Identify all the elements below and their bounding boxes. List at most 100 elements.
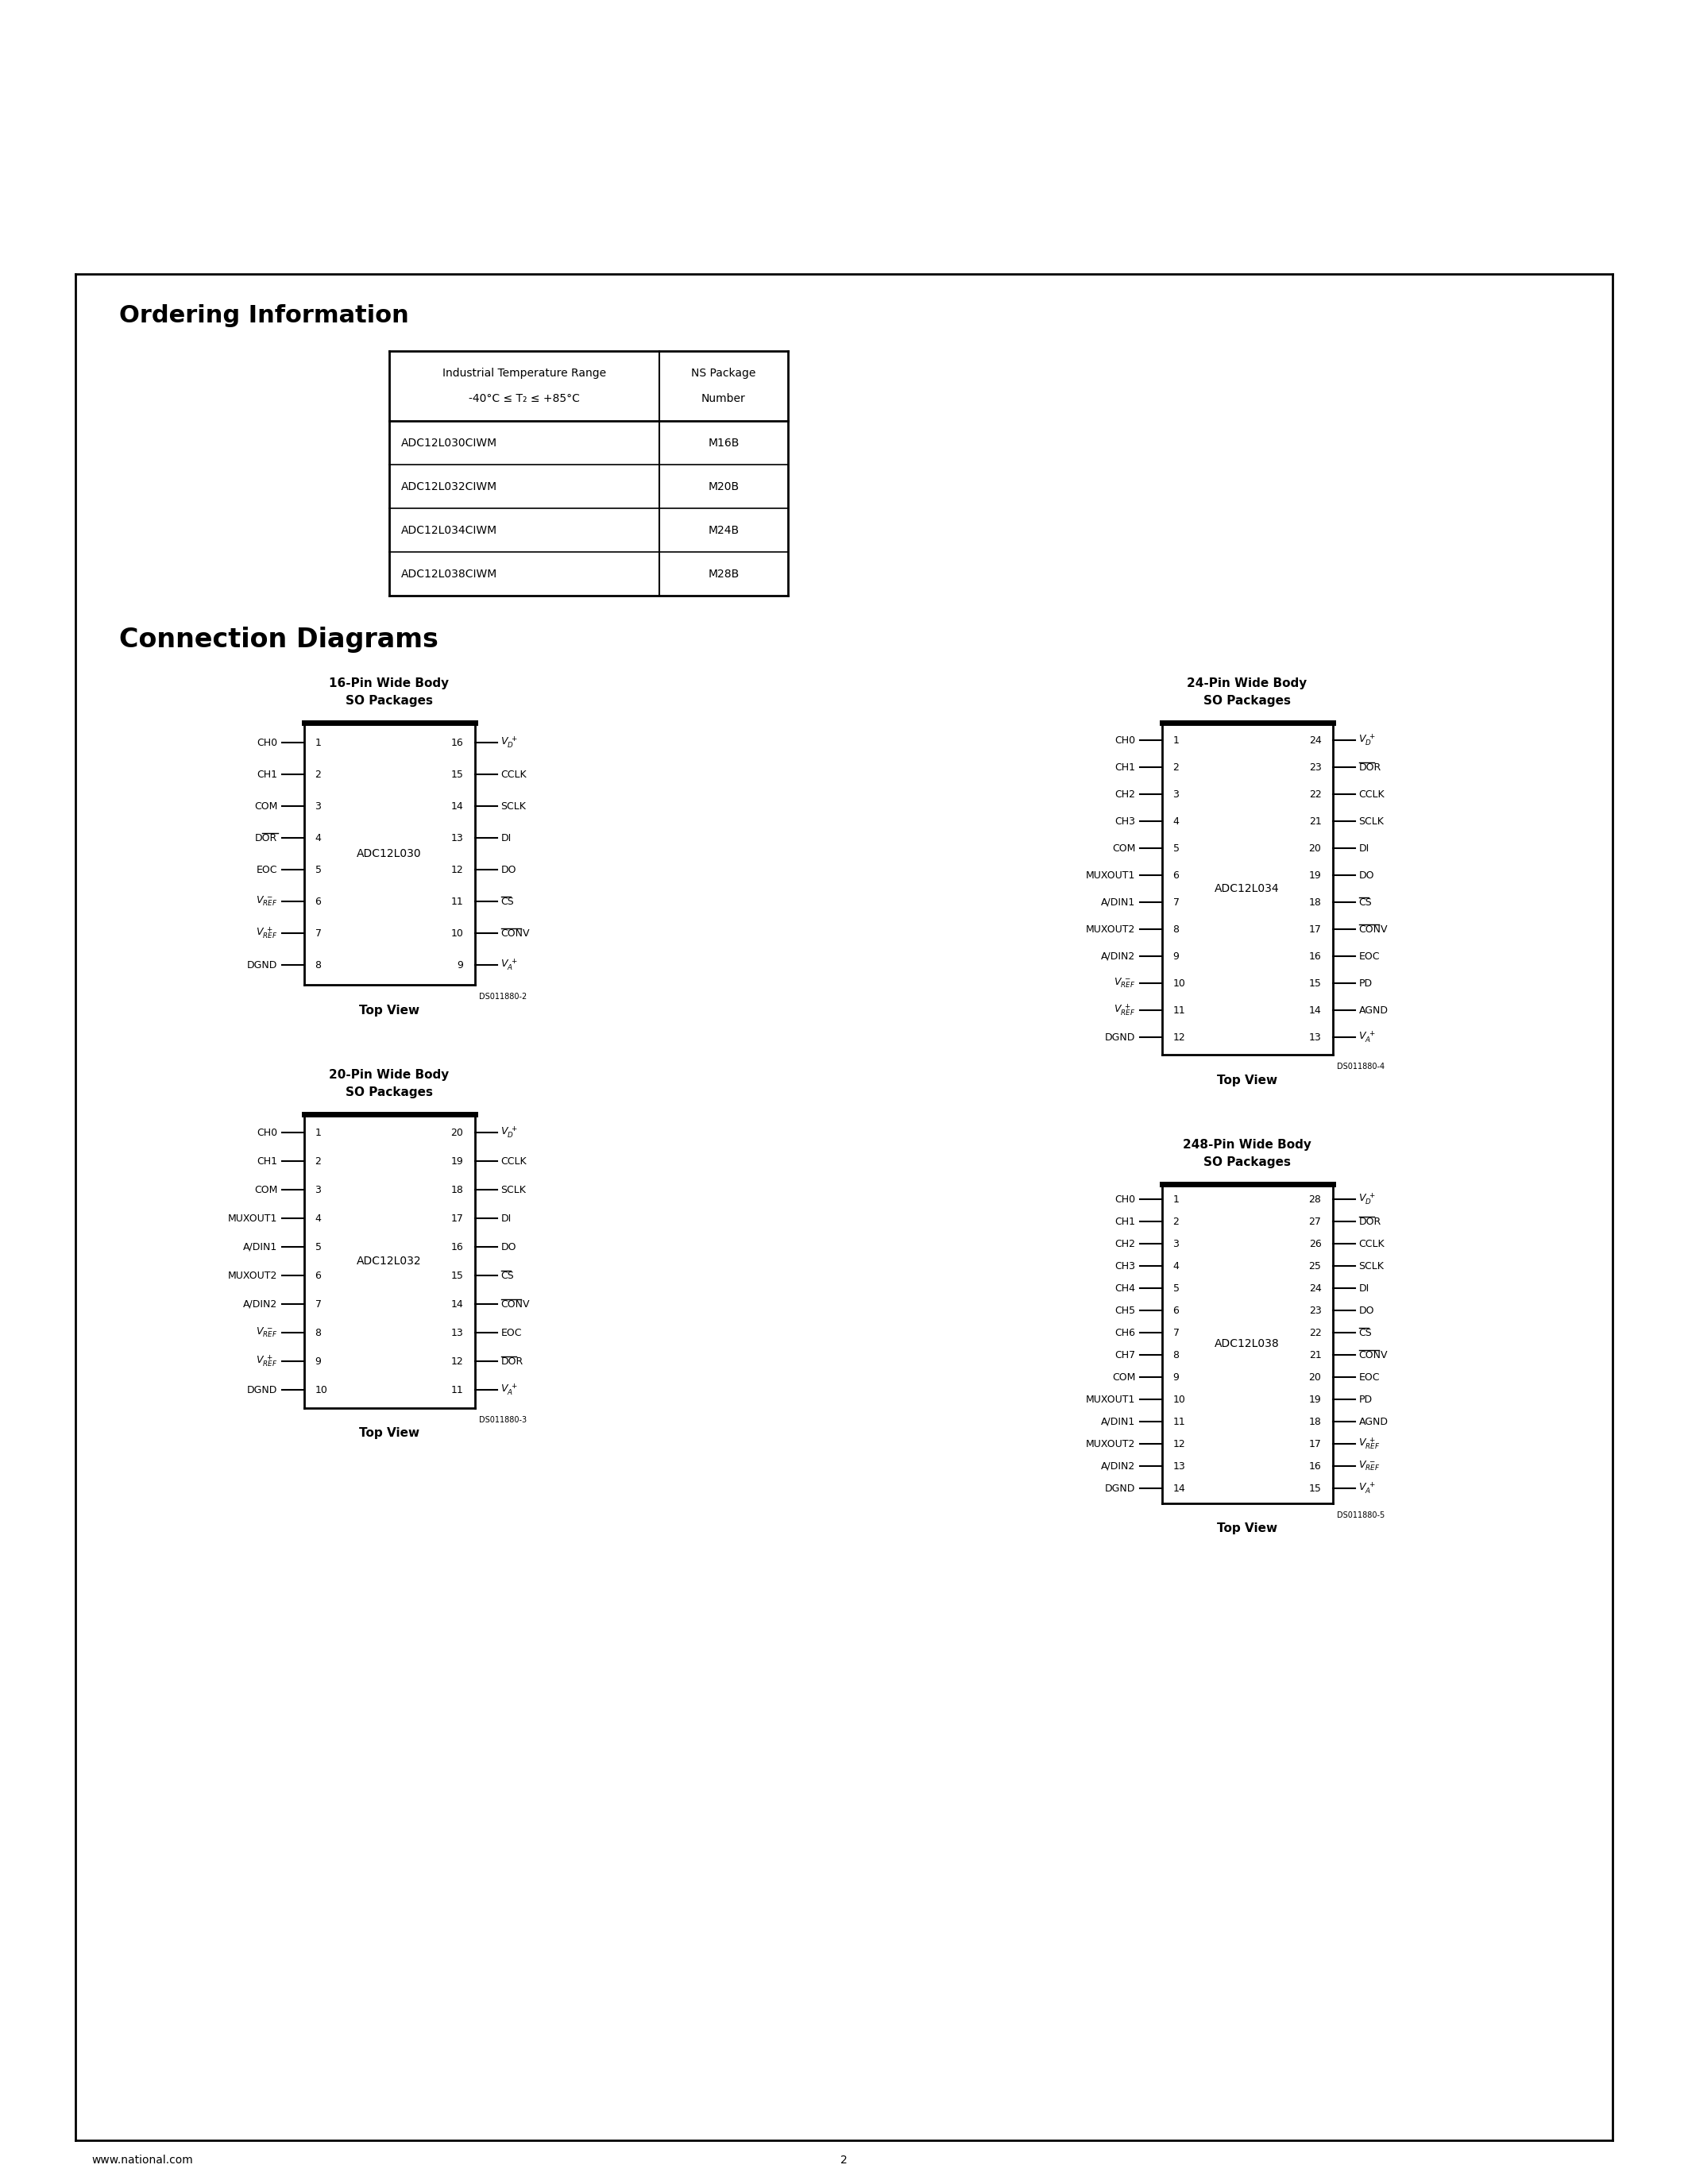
Text: CH1: CH1 (257, 1155, 277, 1166)
Text: COM: COM (1112, 1372, 1136, 1382)
Text: 10: 10 (1173, 978, 1185, 989)
Text: 6: 6 (316, 895, 321, 906)
Text: CONV: CONV (501, 1299, 530, 1308)
Text: SO Packages: SO Packages (1204, 1155, 1291, 1168)
Text: CH3: CH3 (1114, 1260, 1136, 1271)
Text: COM: COM (255, 802, 277, 810)
Text: 14: 14 (451, 1299, 464, 1308)
Text: 5: 5 (316, 1243, 321, 1251)
Text: SO Packages: SO Packages (346, 1085, 432, 1099)
Text: SCLK: SCLK (501, 1184, 527, 1195)
Text: DI: DI (501, 832, 511, 843)
Text: 2: 2 (1173, 762, 1180, 773)
Text: MUXOUT2: MUXOUT2 (1085, 924, 1136, 935)
Text: MUXOUT2: MUXOUT2 (228, 1271, 277, 1280)
Text: 16-Pin Wide Body: 16-Pin Wide Body (329, 677, 449, 688)
Text: 19: 19 (451, 1155, 464, 1166)
Text: DS011880-2: DS011880-2 (479, 994, 527, 1000)
Text: 13: 13 (1308, 1033, 1322, 1042)
Text: Ordering Information: Ordering Information (120, 304, 408, 328)
Text: 19: 19 (1308, 1393, 1322, 1404)
Text: 1: 1 (316, 738, 321, 747)
Text: DGND: DGND (246, 1385, 277, 1396)
Text: SO Packages: SO Packages (346, 695, 432, 705)
Text: 15: 15 (1308, 1483, 1322, 1494)
Text: 8: 8 (1173, 924, 1180, 935)
Text: CH0: CH0 (1114, 736, 1136, 745)
Text: 5: 5 (1173, 1282, 1180, 1293)
Text: 21: 21 (1308, 1350, 1322, 1361)
Text: DO: DO (1359, 869, 1374, 880)
Text: CH0: CH0 (1114, 1195, 1136, 1203)
Text: 11: 11 (1173, 1005, 1185, 1016)
Text: 6: 6 (316, 1271, 321, 1280)
Text: SCLK: SCLK (1359, 1260, 1384, 1271)
Text: 7: 7 (316, 928, 321, 939)
Text: 2: 2 (316, 769, 321, 780)
Text: DGND: DGND (1106, 1033, 1136, 1042)
Text: 10: 10 (1173, 1393, 1185, 1404)
Text: $V_D^{\ +}$: $V_D^{\ +}$ (1359, 732, 1376, 747)
Text: 7: 7 (1173, 1328, 1180, 1339)
Text: MUXOUT2: MUXOUT2 (1085, 1439, 1136, 1448)
Text: A/DIN1: A/DIN1 (243, 1243, 277, 1251)
Text: ADC12L034CIWM: ADC12L034CIWM (402, 524, 498, 535)
Text: $V_{REF}^{\ -}$: $V_{REF}^{\ -}$ (1114, 976, 1136, 989)
Text: CONV: CONV (501, 928, 530, 939)
Text: AGND: AGND (1359, 1005, 1388, 1016)
Text: 18: 18 (451, 1184, 464, 1195)
Text: Top View: Top View (360, 1005, 419, 1016)
Text: DO: DO (501, 1243, 517, 1251)
Text: CH7: CH7 (1114, 1350, 1136, 1361)
Text: 10: 10 (451, 928, 464, 939)
Text: 3: 3 (1173, 788, 1180, 799)
Text: 17: 17 (1308, 1439, 1322, 1448)
Text: 8: 8 (316, 1328, 321, 1339)
Text: Top View: Top View (1217, 1075, 1278, 1085)
Text: ADC12L038CIWM: ADC12L038CIWM (402, 568, 498, 579)
Text: 9: 9 (457, 959, 464, 970)
Text: CH5: CH5 (1114, 1306, 1136, 1315)
Text: 7: 7 (316, 1299, 321, 1308)
Text: 4: 4 (1173, 1260, 1180, 1271)
Text: EOC: EOC (501, 1328, 522, 1339)
Text: 21: 21 (1308, 817, 1322, 826)
Text: MUXOUT1: MUXOUT1 (228, 1212, 277, 1223)
Text: 4: 4 (1173, 817, 1180, 826)
Text: 248-Pin Wide Body: 248-Pin Wide Body (1183, 1138, 1312, 1151)
Text: 17: 17 (1308, 924, 1322, 935)
Text: 14: 14 (451, 802, 464, 810)
Text: 24: 24 (1308, 1282, 1322, 1293)
Text: 2: 2 (316, 1155, 321, 1166)
Text: PD: PD (1359, 978, 1372, 989)
Text: Connection Diagrams: Connection Diagrams (120, 627, 439, 653)
Text: CH1: CH1 (1114, 1216, 1136, 1227)
Text: DOR: DOR (501, 1356, 523, 1367)
Text: 6: 6 (1173, 1306, 1180, 1315)
Text: 28: 28 (1308, 1195, 1322, 1203)
Text: SCLK: SCLK (501, 802, 527, 810)
Text: 2: 2 (841, 2156, 847, 2167)
Text: M24B: M24B (709, 524, 739, 535)
Text: $V_{REF}^{\ -}$: $V_{REF}^{\ -}$ (257, 1326, 277, 1339)
Text: SO Packages: SO Packages (1204, 695, 1291, 705)
Text: 20: 20 (1308, 1372, 1322, 1382)
Text: CH1: CH1 (257, 769, 277, 780)
Text: CH3: CH3 (1114, 817, 1136, 826)
Text: 16: 16 (1308, 1461, 1322, 1472)
Text: 14: 14 (1308, 1005, 1322, 1016)
Text: 18: 18 (1308, 898, 1322, 906)
Text: 2: 2 (1173, 1216, 1180, 1227)
Text: 9: 9 (316, 1356, 321, 1367)
Text: A/DIN1: A/DIN1 (1101, 1417, 1136, 1426)
Text: DO: DO (1359, 1306, 1374, 1315)
Text: Top View: Top View (360, 1428, 419, 1439)
Text: 23: 23 (1308, 1306, 1322, 1315)
Text: Industrial Temperature Range: Industrial Temperature Range (442, 367, 606, 378)
Text: EOC: EOC (257, 865, 277, 876)
Text: 4: 4 (316, 1212, 321, 1223)
Text: SCLK: SCLK (1359, 817, 1384, 826)
Text: CH6: CH6 (1114, 1328, 1136, 1339)
Text: M28B: M28B (707, 568, 739, 579)
Text: 4: 4 (316, 832, 321, 843)
